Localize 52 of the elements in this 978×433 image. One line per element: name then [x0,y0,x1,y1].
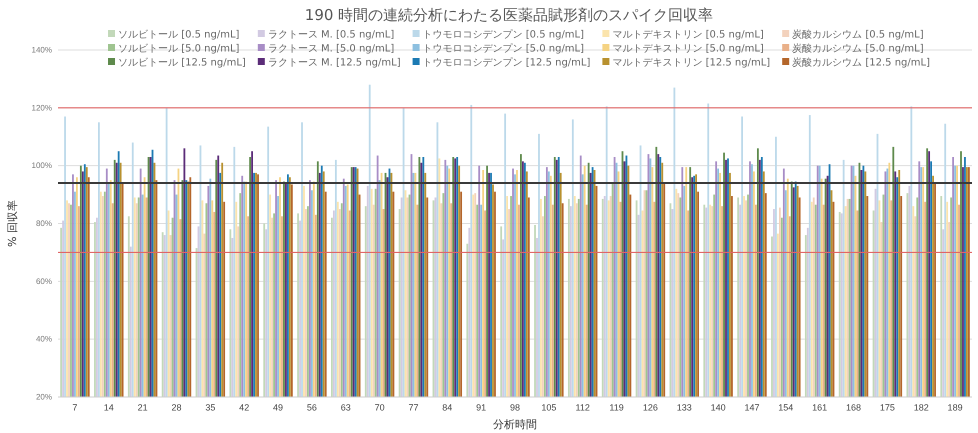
chart-title: 190 時間の連続分析にわたる医薬品賦形剤のスパイク回収率 [304,6,714,24]
x-tick-label: 140 [710,402,726,412]
x-tick-label: 21 [138,402,148,412]
x-tick-label: 182 [914,402,929,412]
y-tick-label: 100% [32,161,52,170]
x-tick-label: 84 [442,402,452,412]
x-tick-label: 42 [239,402,250,412]
y-tick-label: 40% [36,334,52,344]
legend-label: ラクトース M. [12.5 ng/mL] [268,58,401,68]
x-tick-label: 161 [812,402,828,412]
x-tick-label: 7 [72,402,78,412]
x-tick-label: 112 [576,402,590,412]
x-tick-label: 28 [171,402,182,412]
x-tick-label: 91 [476,402,486,412]
x-tick-label: 154 [778,402,794,412]
legend-label: マルトデキストリン [12.5 ng/mL] [612,58,770,68]
legend-label: ラクトース M. [5.0 ng/mL] [268,44,394,54]
y-axis-title: % 回収率 [6,200,19,247]
x-tick-label: 119 [609,402,624,412]
legend-label: トウモロコシデンプン [12.5 ng/mL] [422,56,590,68]
x-tick-label: 77 [408,402,418,412]
legend-label: マルトデキストリン [5.0 ng/mL] [612,44,764,54]
legend-label: マルトデキストリン [0.5 ng/mL] [612,30,764,40]
y-tick-label: 140% [32,46,52,55]
x-tick-label: 35 [205,402,216,412]
legend-label: トウモロコシデンプン [5.0 ng/mL] [422,42,584,54]
x-tick-label: 14 [104,402,114,412]
legend-label: ソルビトール [5.0 ng/mL] [118,44,240,54]
x-tick-label: 133 [676,402,692,412]
x-tick-label: 126 [642,402,658,412]
x-tick-label: 168 [846,402,862,412]
x-axis-title: 分析時間 [493,418,537,431]
legend-label: 炭酸カルシウム [5.0 ng/mL] [792,42,924,54]
y-tick-label: 20% [36,392,52,402]
legend-label: ラクトース M. [0.5 ng/mL] [268,30,394,40]
legend-label: 炭酸カルシウム [0.5 ng/mL] [792,28,924,40]
legend-label: トウモロコシデンプン [0.5 ng/mL] [422,28,584,40]
y-tick-label: 60% [36,276,52,286]
x-tick-label: 98 [510,402,520,412]
x-tick-label: 175 [880,402,895,412]
y-tick-label: 120% [32,103,52,112]
x-tick-label: 70 [374,402,385,412]
legend-label: 炭酸カルシウム [12.5 ng/mL] [792,56,930,68]
x-tick-label: 49 [273,402,284,412]
x-tick-label: 105 [541,402,556,412]
x-tick-label: 63 [340,402,351,412]
x-tick-label: 56 [306,402,317,412]
y-tick-label: 80% [36,219,52,228]
legend-label: ソルビトール [0.5 ng/mL] [118,30,240,40]
x-tick-label: 189 [948,402,963,412]
legend-label: ソルビトール [12.5 ng/mL] [118,58,246,68]
x-tick-label: 147 [744,402,760,412]
